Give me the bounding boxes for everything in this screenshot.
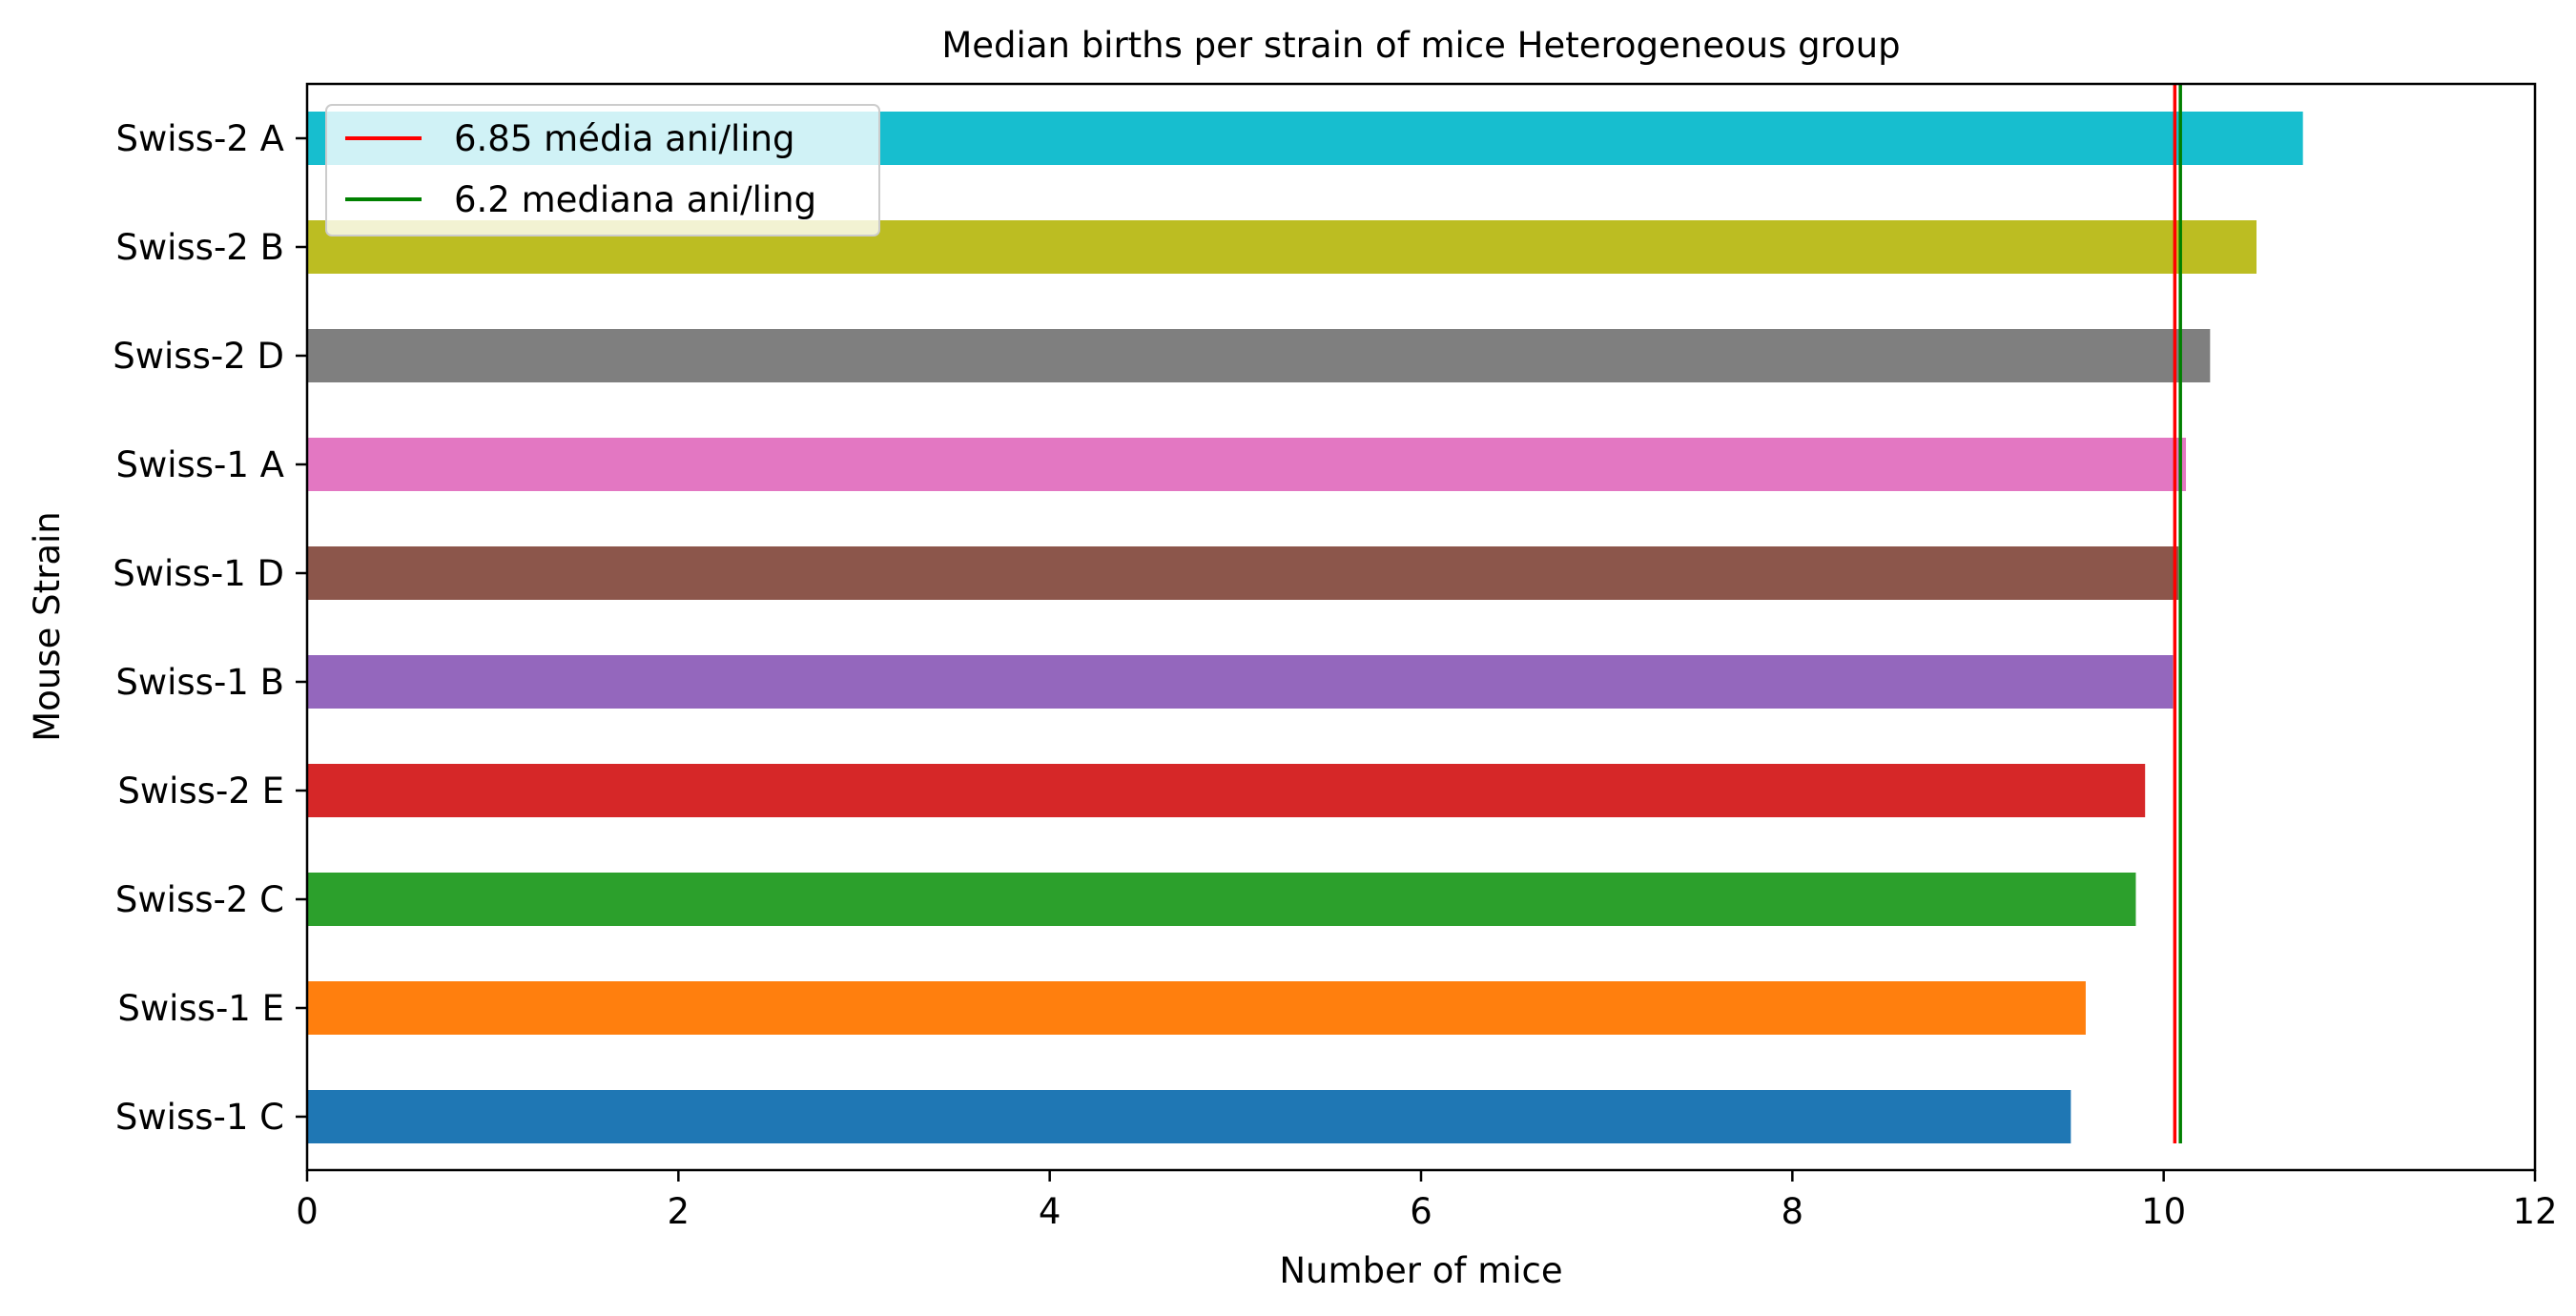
bar xyxy=(307,438,2187,491)
bar xyxy=(307,329,2211,382)
x-tick-label: 12 xyxy=(2512,1191,2557,1232)
y-tick-label: Swiss-1 B xyxy=(115,662,284,703)
y-tick-label: Swiss-1 A xyxy=(115,444,284,485)
chart-title: Median births per strain of mice Heterog… xyxy=(941,25,1900,66)
y-tick-label: Swiss-2 B xyxy=(115,227,284,268)
x-tick-label: 8 xyxy=(1782,1191,1804,1232)
legend-label: 6.2 mediana ani/ling xyxy=(454,179,816,220)
x-tick-label: 0 xyxy=(296,1191,319,1232)
y-tick-label: Swiss-1 C xyxy=(115,1097,284,1138)
bar xyxy=(307,546,2179,600)
legend-label: 6.85 média ani/ling xyxy=(454,118,795,159)
y-tick-label: Swiss-2 A xyxy=(115,118,284,159)
bars-group xyxy=(307,112,2303,1143)
y-tick-label: Swiss-2 E xyxy=(117,771,284,812)
legend: 6.85 média ani/ling 6.2 mediana ani/ling xyxy=(325,104,880,236)
bar xyxy=(307,1090,2071,1143)
x-tick-label: 4 xyxy=(1039,1191,1061,1232)
x-axis-label: Number of mice xyxy=(1279,1250,1562,1291)
legend-box xyxy=(325,104,880,236)
x-axis: 0 2 4 6 8 10 12 xyxy=(296,1170,2558,1232)
y-tick-label: Swiss-2 D xyxy=(113,336,284,377)
reference-lines-group xyxy=(2173,84,2182,1143)
y-axis: Swiss-1 C Swiss-1 E Swiss-2 C Swiss-2 E Swis… xyxy=(113,118,307,1138)
x-tick-label: 10 xyxy=(2141,1191,2186,1232)
x-tick-label: 6 xyxy=(1410,1191,1432,1232)
x-tick-label: 2 xyxy=(668,1191,690,1232)
y-axis-label: Mouse Strain xyxy=(27,511,68,741)
bar xyxy=(307,873,2136,926)
bar xyxy=(307,655,2174,709)
y-tick-label: Swiss-1 D xyxy=(113,553,284,594)
bar xyxy=(307,981,2086,1035)
bar xyxy=(307,764,2146,817)
y-tick-label: Swiss-1 E xyxy=(117,988,284,1029)
y-tick-label: Swiss-2 C xyxy=(115,879,284,920)
